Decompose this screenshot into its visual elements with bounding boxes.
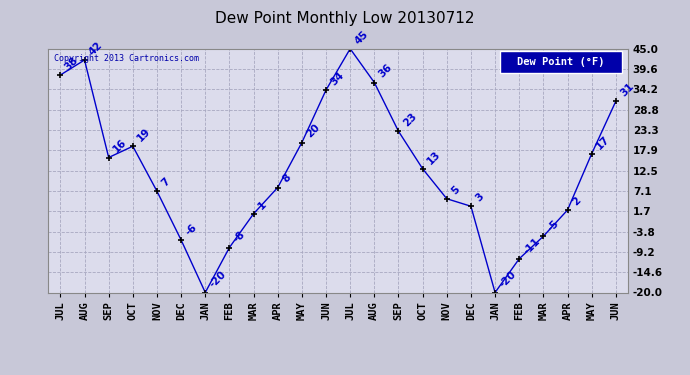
Text: 34: 34 bbox=[329, 70, 346, 87]
Text: 17: 17 bbox=[595, 134, 612, 151]
Text: -20: -20 bbox=[498, 269, 518, 290]
Text: 42: 42 bbox=[88, 40, 105, 57]
Text: -11: -11 bbox=[522, 236, 542, 256]
Text: 16: 16 bbox=[112, 137, 129, 155]
Text: 19: 19 bbox=[136, 126, 153, 144]
Text: 38: 38 bbox=[63, 55, 81, 72]
Text: Dew Point Monthly Low 20130712: Dew Point Monthly Low 20130712 bbox=[215, 11, 475, 26]
Text: 8: 8 bbox=[281, 172, 293, 185]
Text: -6: -6 bbox=[184, 222, 199, 237]
Text: -5: -5 bbox=[546, 218, 562, 234]
Bar bbox=[500, 51, 622, 73]
Text: 20: 20 bbox=[305, 122, 322, 140]
Text: 45: 45 bbox=[353, 28, 371, 46]
Text: 31: 31 bbox=[619, 81, 636, 99]
Text: 3: 3 bbox=[474, 191, 486, 204]
Text: 23: 23 bbox=[402, 111, 419, 129]
Text: 7: 7 bbox=[160, 176, 172, 189]
Text: 13: 13 bbox=[426, 148, 443, 166]
Text: 2: 2 bbox=[571, 195, 582, 207]
Text: -20: -20 bbox=[208, 269, 228, 290]
Text: Copyright 2013 Cartronics.com: Copyright 2013 Cartronics.com bbox=[54, 54, 199, 63]
Text: 5: 5 bbox=[450, 184, 462, 196]
Text: 36: 36 bbox=[377, 62, 395, 80]
Text: 1: 1 bbox=[257, 199, 268, 211]
Text: Dew Point (°F): Dew Point (°F) bbox=[518, 57, 605, 67]
Text: -8: -8 bbox=[233, 230, 248, 245]
